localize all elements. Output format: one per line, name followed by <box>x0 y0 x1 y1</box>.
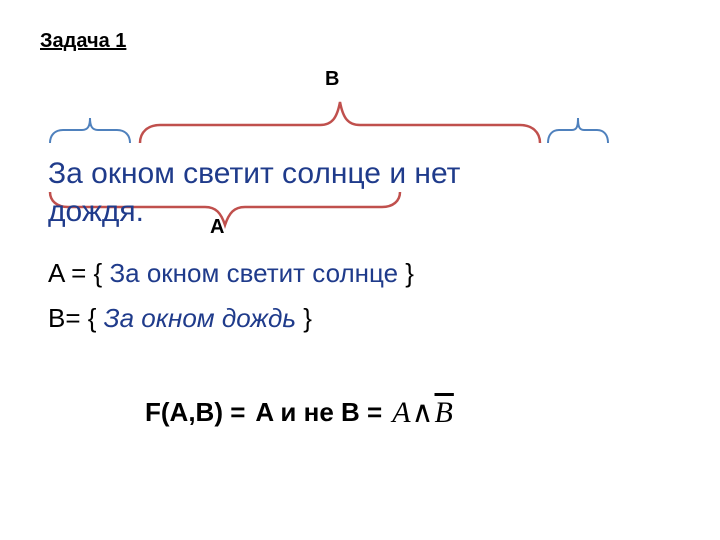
formula-lhs: F(A,B) = <box>145 397 245 428</box>
bracket-red-top <box>140 102 540 143</box>
sentence-line1: За окном светит солнце и нет <box>48 157 460 190</box>
sentence-line2: дождя. <box>48 195 144 228</box>
def-b-lhs: B= { <box>48 303 104 333</box>
formula-mid: A и не B = <box>255 397 382 428</box>
formula-math: A∧B <box>392 395 454 430</box>
definition-a: A = { За окном светит солнце } <box>48 258 414 289</box>
math-not-b: B <box>435 396 454 429</box>
bracket-blue-right <box>548 118 608 143</box>
def-a-lhs: A = { <box>48 258 109 288</box>
label-b: B <box>325 68 339 91</box>
def-a-rhs: } <box>398 258 414 288</box>
def-b-rhs: } <box>296 303 312 333</box>
math-and: ∧ <box>412 396 435 429</box>
math-a: A <box>392 396 411 429</box>
task-title: Задача 1 <box>40 30 126 53</box>
sentence: За окном светит солнце и нет дождя. <box>48 155 648 230</box>
slide-root: Задача 1 B За окном светит солнце и нет … <box>0 0 720 540</box>
def-b-content: За окном дождь <box>104 303 296 333</box>
label-a: A <box>210 216 224 239</box>
definitions: A = { За окном светит солнце } B= { За о… <box>48 258 414 348</box>
formula: F(A,B) = A и не B = A∧B <box>145 395 454 430</box>
bracket-blue-left <box>50 118 130 143</box>
definition-b: B= { За окном дождь } <box>48 303 414 334</box>
def-a-content: За окном светит солнце <box>109 258 398 288</box>
